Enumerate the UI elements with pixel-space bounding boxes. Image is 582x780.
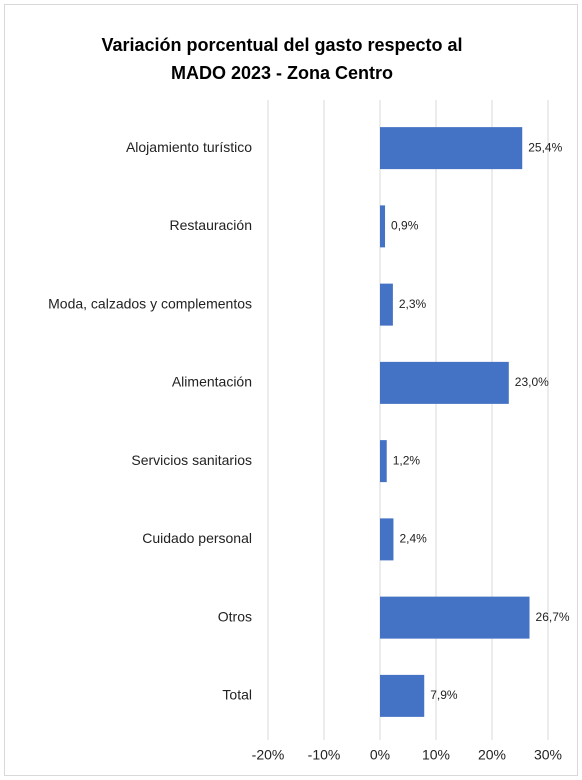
value-label: 7,9% <box>430 688 458 702</box>
value-label: 0,9% <box>391 219 419 233</box>
y-tick-label: Alojamiento turístico <box>126 139 252 155</box>
value-label: 25,4% <box>528 140 562 154</box>
y-tick-label: Moda, calzados y complementos <box>48 295 252 311</box>
bar <box>380 283 393 326</box>
x-tick-label: 20% <box>478 747 506 763</box>
y-tick-label: Restauración <box>170 217 253 233</box>
bar <box>380 674 425 717</box>
chart-title: MADO 2023 - Zona Centro <box>171 63 393 83</box>
x-tick-label: -20% <box>252 747 285 763</box>
y-tick-label: Total <box>222 687 252 703</box>
x-tick-label: -10% <box>308 747 341 763</box>
value-label: 2,4% <box>399 532 427 546</box>
value-label: 23,0% <box>515 375 549 389</box>
chart-title: Variación porcentual del gasto respecto … <box>101 35 462 55</box>
bar <box>380 205 386 248</box>
x-tick-label: 30% <box>534 747 562 763</box>
y-tick-label: Otros <box>218 608 252 624</box>
y-tick-label: Cuidado personal <box>142 530 252 546</box>
y-tick-label: Servicios sanitarios <box>131 452 252 468</box>
value-label: 26,7% <box>536 610 570 624</box>
value-label: 1,2% <box>393 453 421 467</box>
y-tick-label: Alimentación <box>172 374 252 390</box>
bar <box>380 518 394 561</box>
bar <box>380 596 530 639</box>
value-label: 2,3% <box>399 297 427 311</box>
bar <box>380 361 509 404</box>
x-tick-label: 10% <box>422 747 450 763</box>
bar <box>380 440 387 483</box>
x-tick-label: 0% <box>370 747 390 763</box>
bar <box>380 127 523 170</box>
